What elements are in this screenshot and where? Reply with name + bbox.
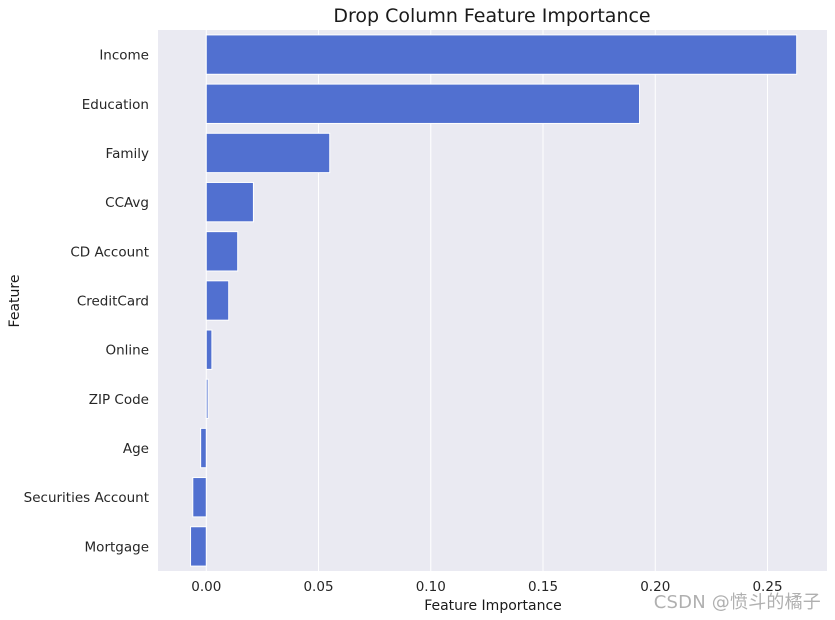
x-axis-label: Feature Importance [424,598,562,614]
y-tick-label: Mortgage [85,539,149,555]
bar-ccavg [205,181,254,223]
y-tick-labels: Income Education Family CCAvg CD Account Cred… [24,48,149,556]
y-tick-label: CreditCard [77,294,149,310]
x-tick-label: 0.15 [528,579,558,595]
y-tick-label: CD Account [70,244,149,260]
bar-zip-code [205,378,209,420]
y-tick-label: Age [123,441,149,457]
y-tick-label: CCAvg [105,195,149,211]
bar-age [200,427,207,469]
x-tick-label: 0.10 [416,579,446,595]
bar-online [205,329,213,370]
chart-title: Drop Column Feature Importance [333,5,650,27]
bar-cd-account [205,231,239,272]
bar-creditcard [205,280,230,321]
bar-education [205,83,641,124]
y-tick-label: Family [106,146,149,162]
y-tick-label: Income [99,48,149,64]
y-tick-label: Education [82,97,149,113]
x-tick-label: 0.05 [303,579,333,595]
x-tick-label: 0.25 [752,579,782,595]
y-axis-label: Feature [7,275,23,328]
bar-securities-account [192,477,207,518]
x-tick-label: 0.20 [640,579,670,595]
x-tick-label: 0.00 [191,579,221,595]
bars [190,34,798,567]
y-tick-label: Online [105,343,149,359]
x-tick-labels: 0.00 0.05 0.10 0.15 0.20 0.25 [191,579,782,595]
bar-family [205,132,331,174]
bar-mortgage [190,526,207,567]
bar-income [205,34,798,75]
y-tick-label: ZIP Code [89,392,149,408]
y-tick-label: Securities Account [24,490,149,506]
watermark: CSDN @愤斗的橘子 [653,592,821,613]
